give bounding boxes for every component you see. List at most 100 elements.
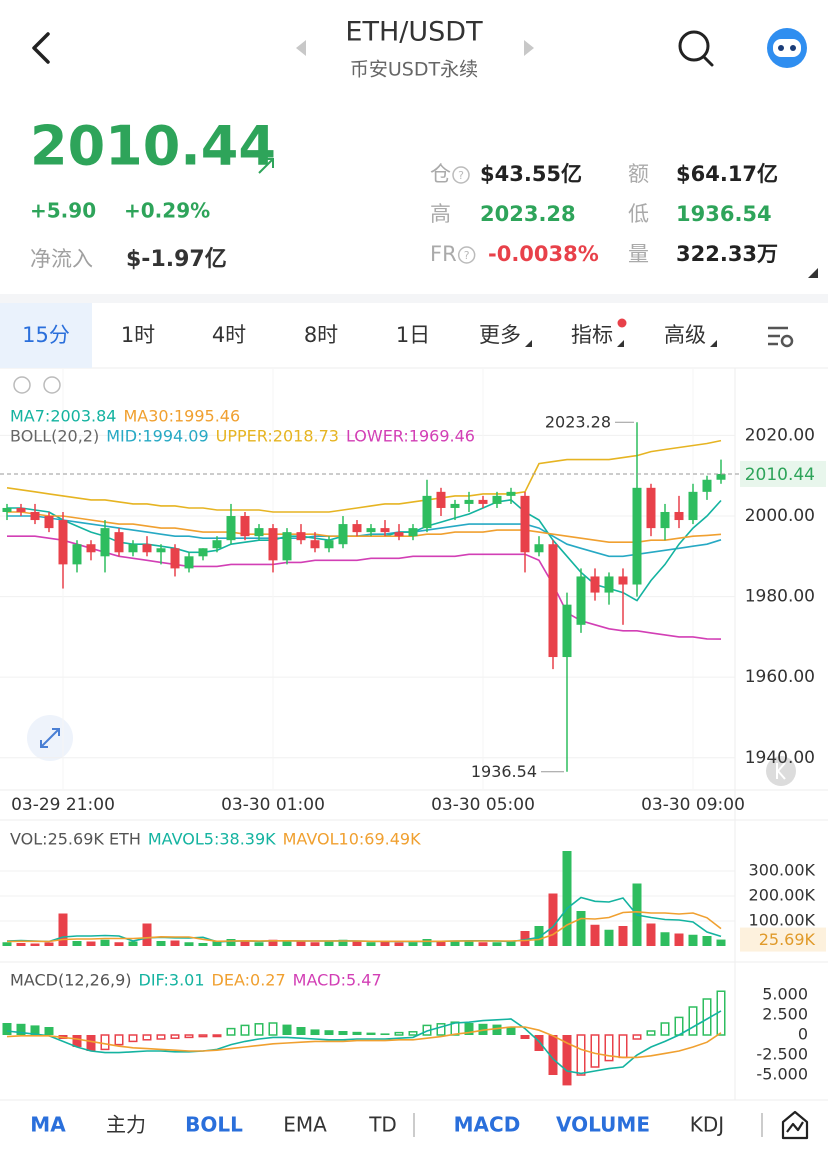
- back-button[interactable]: [32, 32, 50, 64]
- y-tick-label: 2020.00: [745, 425, 815, 445]
- tab[interactable]: 高级: [664, 323, 706, 347]
- volume-bar: [86, 941, 96, 946]
- next-arrow[interactable]: [524, 40, 534, 56]
- volume-bar: [212, 941, 222, 946]
- tab[interactable]: 4时: [212, 323, 246, 347]
- macd-bar: [86, 1035, 96, 1051]
- stat-value: $43.55亿: [480, 162, 582, 186]
- stat-value: 322.33万: [676, 242, 778, 266]
- drawing-tool-button[interactable]: [781, 1110, 809, 1140]
- indicator-toggle[interactable]: VOLUME: [556, 1113, 650, 1137]
- volume-bar: [282, 941, 292, 946]
- y-tick-label: 200.00K: [749, 886, 816, 905]
- macd-bar: [212, 1034, 222, 1038]
- volume-bar: [170, 940, 180, 946]
- volume-bar: [660, 932, 670, 946]
- indicator-line: [6, 1010, 722, 1075]
- candle-body: [702, 479, 712, 492]
- help-icon[interactable]: [452, 166, 470, 184]
- candle-body: [254, 528, 264, 537]
- macd-bar: [506, 1027, 516, 1035]
- stat-label: 低: [628, 202, 649, 226]
- indicator-toggle[interactable]: EMA: [283, 1113, 327, 1137]
- candle-body: [394, 532, 404, 537]
- candle-body: [688, 491, 698, 521]
- netflow-label: 净流入: [30, 247, 93, 271]
- candle-body: [422, 495, 432, 529]
- macd-bar: [282, 1024, 292, 1035]
- candle-body: [44, 516, 54, 529]
- expand-corner[interactable]: [808, 268, 818, 278]
- candle-body: [576, 576, 586, 625]
- help-icon[interactable]: [457, 246, 476, 264]
- tab[interactable]: 更多: [479, 323, 521, 347]
- stat-value: 1936.54: [676, 202, 772, 226]
- candle-body: [170, 548, 180, 569]
- prev-arrow[interactable]: [296, 40, 306, 56]
- jump-latest-button[interactable]: [766, 756, 796, 786]
- avatar[interactable]: [767, 28, 807, 68]
- collapse-icon[interactable]: [13, 376, 31, 394]
- x-tick-label: 03-30 09:00: [641, 795, 745, 815]
- macd-bar: [534, 1035, 544, 1051]
- tab[interactable]: 指标: [571, 323, 613, 347]
- candle-body: [198, 548, 208, 557]
- volume-bar: [352, 941, 362, 946]
- y-tick-label: 100.00K: [749, 911, 816, 930]
- fullscreen-button[interactable]: [27, 715, 73, 761]
- chart-settings-button[interactable]: [768, 326, 794, 348]
- macd-bar: [16, 1023, 26, 1035]
- tab[interactable]: 15分: [22, 323, 70, 347]
- search-icon: [702, 55, 714, 67]
- y-tick-label: 300.00K: [749, 861, 816, 880]
- candle-body: [534, 544, 544, 553]
- settings-icon: [780, 334, 794, 348]
- volume-bar: [72, 941, 82, 946]
- last-price-label: 2010.44: [745, 465, 815, 485]
- candle-body: [296, 532, 306, 541]
- legend-entry: MA30:1995.46: [123, 407, 240, 426]
- candle-body: [646, 487, 656, 529]
- macd-bar: [688, 1006, 698, 1036]
- tab[interactable]: 8时: [304, 323, 338, 347]
- indicator-toggle[interactable]: MACD: [454, 1113, 521, 1137]
- candle-body: [72, 544, 82, 565]
- macd-bar: [100, 1034, 110, 1051]
- tab[interactable]: 1日: [396, 323, 430, 347]
- macd-bar: [576, 1034, 586, 1076]
- gear-icon[interactable]: [43, 376, 61, 394]
- candle-body: [30, 511, 40, 521]
- indicator-toggle[interactable]: BOLL: [185, 1113, 243, 1137]
- indicator-toggle[interactable]: KDJ: [690, 1113, 724, 1137]
- volume-bar: [16, 943, 26, 946]
- y-tick-label: 1960.00: [745, 667, 815, 687]
- macd-bar: [590, 1034, 600, 1068]
- volume-bar: [618, 926, 628, 946]
- candle-body: [492, 495, 502, 504]
- volume-bar: [450, 940, 460, 946]
- volume-bar: [604, 929, 614, 946]
- volume-bar: [184, 942, 194, 946]
- candle-body: [660, 511, 670, 529]
- macd-bar: [408, 1031, 418, 1036]
- candle-body: [268, 528, 278, 561]
- indicator-toggle[interactable]: MA: [30, 1113, 66, 1137]
- help-icon: ?: [458, 169, 464, 182]
- search-button[interactable]: [678, 30, 714, 67]
- volume-bar: [506, 941, 516, 946]
- indicator-toggle[interactable]: 主力: [106, 1113, 146, 1137]
- candle-body: [16, 507, 26, 512]
- pair-subtitle: 币安USDT永续: [350, 59, 478, 81]
- volume-bar: [646, 923, 656, 946]
- last-price: 2010.44: [30, 115, 276, 178]
- candle-body: [114, 532, 124, 553]
- indicator-toggle[interactable]: TD: [368, 1113, 397, 1137]
- y-tick-label: 5.000: [762, 985, 808, 1004]
- legend-entry: UPPER:2018.73: [216, 427, 339, 446]
- macd-bar: [324, 1030, 334, 1035]
- stat-label: 仓: [430, 162, 451, 186]
- candle-body: [352, 524, 362, 533]
- macd-bar: [352, 1031, 362, 1035]
- volume-bar: [436, 941, 446, 946]
- tab[interactable]: 1时: [121, 323, 155, 347]
